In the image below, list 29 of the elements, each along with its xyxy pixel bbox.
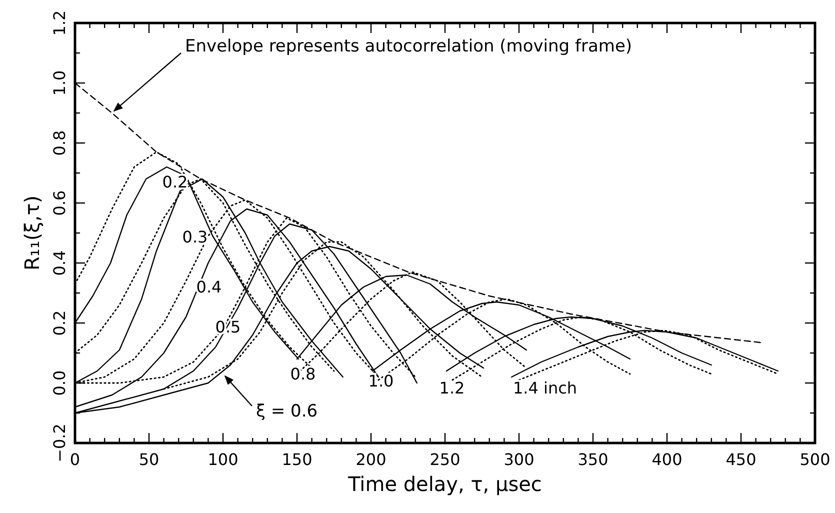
x-tick-label: 400 bbox=[652, 450, 682, 469]
annotation: ξ = 0.6 bbox=[256, 402, 318, 422]
x-tick-label: 0 bbox=[70, 450, 80, 469]
x-tick-label: 250 bbox=[430, 450, 460, 469]
y-tick-label: 0.6 bbox=[50, 190, 69, 216]
annotation: 1.2 bbox=[439, 378, 465, 398]
y-axis-title: R₁₁(ξ,τ) bbox=[20, 195, 44, 271]
annotation: 1.0 bbox=[368, 371, 394, 390]
y-tick-label: 1.0 bbox=[50, 70, 69, 96]
annotation: Envelope represents autocorrelation (moving frame) bbox=[185, 36, 632, 57]
x-tick-label: 500 bbox=[800, 450, 830, 469]
y-tick-label: 0.2 bbox=[50, 310, 69, 336]
x-tick-label: 350 bbox=[578, 450, 608, 469]
annotation: 1.4 inch bbox=[512, 378, 578, 398]
annotation: 0.3 bbox=[182, 227, 208, 246]
x-tick-label: 450 bbox=[726, 450, 756, 469]
y-tick-label: 1.2 bbox=[50, 10, 69, 36]
y-tick-label: 0.4 bbox=[50, 250, 69, 276]
y-tick-label: 0.0 bbox=[50, 370, 69, 396]
x-tick-label: 200 bbox=[356, 450, 386, 469]
x-tick-label: 100 bbox=[208, 450, 238, 469]
annotation: 0.8 bbox=[290, 364, 316, 384]
y-tick-label: 0.8 bbox=[50, 130, 69, 156]
y-tick-label: −0.2 bbox=[50, 424, 69, 462]
x-tick-label: 150 bbox=[282, 450, 312, 469]
x-axis-title: Time delay, τ, μsec bbox=[347, 472, 542, 496]
x-tick-label: 300 bbox=[504, 450, 534, 469]
x-tick-label: 50 bbox=[138, 450, 160, 469]
annotation: 0.2 bbox=[162, 172, 188, 192]
